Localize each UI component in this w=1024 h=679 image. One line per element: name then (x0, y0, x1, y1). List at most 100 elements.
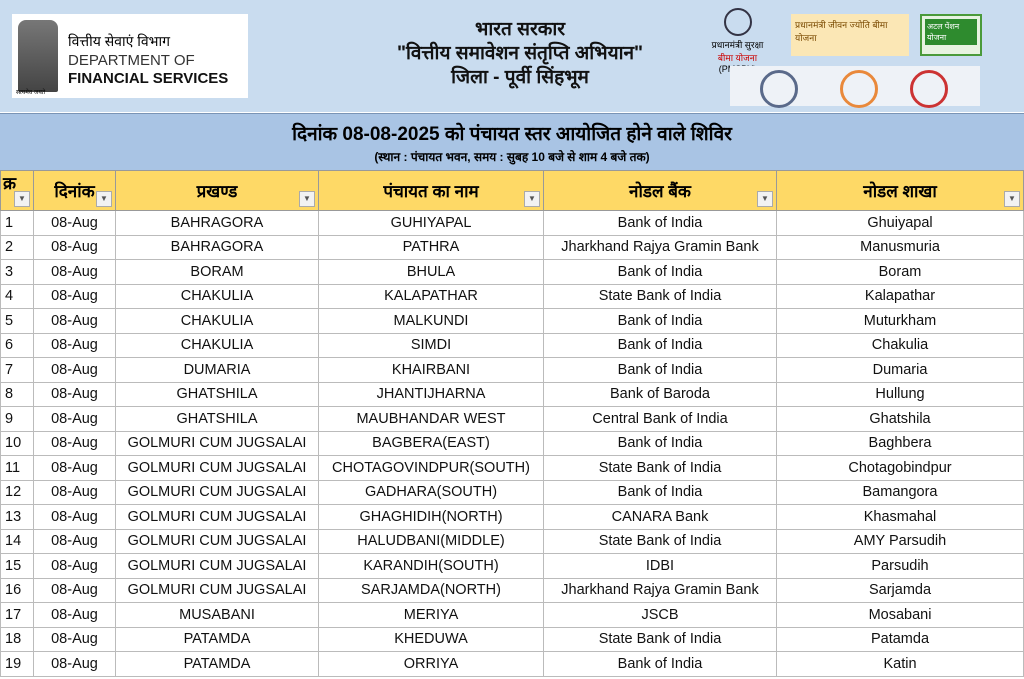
table-cell: Baghbera (776, 430, 1024, 456)
table-cell: Dumaria (776, 357, 1024, 383)
column-header-label: नोडल शाखा (863, 182, 937, 201)
dept-line1: DEPARTMENT OF (68, 52, 195, 69)
table-row: 5 08-Aug CHAKULIA MALKUNDI Bank of India Mutu… (0, 308, 1024, 334)
table-cell: CANARA Bank (543, 504, 777, 530)
filter-dropdown-icon[interactable]: ▼ (757, 191, 773, 207)
table-cell: MAUBHANDAR WEST (318, 406, 544, 432)
table-row: 18 08-Aug PATAMDA KHEDUWA State Bank of Indi… (0, 626, 1024, 652)
column-header-label: नोडल बैंक (629, 182, 691, 201)
table-cell: 08-Aug (33, 504, 116, 530)
table-cell: Chotagobindpur (776, 455, 1024, 481)
table-cell: Kalapathar (776, 283, 1024, 309)
table-cell: GHAGHIDIH(NORTH) (318, 504, 544, 530)
table-cell: BAHRAGORA (115, 210, 319, 236)
table-cell: GOLMURI CUM JUGSALAI (115, 504, 319, 530)
table-cell: 19 (0, 651, 34, 677)
table-cell: 08-Aug (33, 651, 116, 677)
table-cell: 2 (0, 234, 34, 260)
pmjjby-text: प्रधानमंत्री जीवन ज्योति बीमा योजना (795, 20, 888, 43)
table-cell: 08-Aug (33, 406, 116, 432)
table-cell: MUSABANI (115, 602, 319, 628)
filter-dropdown-icon[interactable]: ▼ (14, 191, 30, 207)
table-cell: Mosabani (776, 602, 1024, 628)
table-cell: Sarjamda (776, 577, 1024, 603)
table-cell: 14 (0, 528, 34, 554)
table-cell: Ghatshila (776, 406, 1024, 432)
page-subtitle: (स्थान : पंचायत भवन, समय : सुबह 10 बजे स… (374, 150, 650, 164)
govt-title: भारत सरकार (474, 19, 566, 40)
table-cell: CHOTAGOVINDPUR(SOUTH) (318, 455, 544, 481)
table-cell: 1 (0, 210, 34, 236)
table-cell: GOLMURI CUM JUGSALAI (115, 455, 319, 481)
table-cell: 08-Aug (33, 210, 116, 236)
table-cell: BORAM (115, 259, 319, 285)
table-row: 9 08-Aug GHATSHILA MAUBHANDAR WEST Central B… (0, 406, 1024, 432)
seal-icon (760, 70, 798, 108)
filter-dropdown-icon[interactable]: ▼ (299, 191, 315, 207)
table-cell: 4 (0, 283, 34, 309)
column-header: नोडल बैंक ▼ (543, 170, 777, 211)
table-cell: 9 (0, 406, 34, 432)
page-title: दिनांक 08-08-2025 को पंचायत स्तर आयोजित … (292, 124, 732, 145)
table-cell: CHAKULIA (115, 283, 319, 309)
table-cell: State Bank of India (543, 455, 777, 481)
column-header-label: पंचायत का नाम (383, 182, 479, 201)
table-cell: GOLMURI CUM JUGSALAI (115, 479, 319, 505)
table-cell: 5 (0, 308, 34, 334)
table-cell: 3 (0, 259, 34, 285)
document-icon (840, 70, 878, 108)
table-row: 13 08-Aug GOLMURI CUM JUGSALAI GHAGHIDIH(NO… (0, 504, 1024, 530)
table-cell: KALAPATHAR (318, 283, 544, 309)
table-row: 4 08-Aug CHAKULIA KALAPATHAR State Bank of I… (0, 283, 1024, 309)
table-cell: 10 (0, 430, 34, 456)
dfs-logo: वित्तीय सेवाएं विभाग DEPARTMENT OF FINAN… (12, 14, 248, 98)
table-cell: JHANTIJHARNA (318, 381, 544, 407)
table-cell: Boram (776, 259, 1024, 285)
table-cell: 11 (0, 455, 34, 481)
table-cell: Jharkhand Rajya Gramin Bank (543, 577, 777, 603)
header-banner: वित्तीय सेवाएं विभाग DEPARTMENT OF FINAN… (0, 0, 1024, 112)
table-cell: GADHARA(SOUTH) (318, 479, 544, 505)
table-cell: Bank of India (543, 430, 777, 456)
table-cell: BAGBERA(EAST) (318, 430, 544, 456)
table-cell: SARJAMDA(NORTH) (318, 577, 544, 603)
table-cell: 08-Aug (33, 528, 116, 554)
dept-hindi: वित्तीय सेवाएं विभाग (68, 33, 170, 49)
table-cell: Patamda (776, 626, 1024, 652)
table-cell: Bamangora (776, 479, 1024, 505)
table-cell: Bank of India (543, 357, 777, 383)
table-cell: Bank of India (543, 479, 777, 505)
column-header: पंचायत का नाम ▼ (318, 170, 544, 211)
column-header-label: क्र (3, 174, 17, 193)
table-cell: PATAMDA (115, 626, 319, 652)
filter-dropdown-icon[interactable]: ▼ (524, 191, 540, 207)
table-cell: AMY Parsudih (776, 528, 1024, 554)
table-cell: Muturkham (776, 308, 1024, 334)
table-row: 2 08-Aug BAHRAGORA PATHRA Jharkhand Rajya Gr… (0, 234, 1024, 260)
table-cell: 08-Aug (33, 430, 116, 456)
table-cell: 08-Aug (33, 234, 116, 260)
table-cell: 08-Aug (33, 455, 116, 481)
table-cell: 08-Aug (33, 479, 116, 505)
table-cell: 12 (0, 479, 34, 505)
table-cell: 08-Aug (33, 626, 116, 652)
table-cell: State Bank of India (543, 626, 777, 652)
table-cell: Katin (776, 651, 1024, 677)
table-cell: IDBI (543, 553, 777, 579)
pmsby-line1: प्रधानमंत्री सुरक्षा (711, 40, 764, 50)
table-cell: MERIYA (318, 602, 544, 628)
hacker-icon (910, 70, 948, 108)
table-cell: PATAMDA (115, 651, 319, 677)
column-header-label: दिनांक (54, 182, 95, 201)
table-row: 17 08-Aug MUSABANI MERIYA JSCB Mosabani (0, 602, 1024, 628)
table-cell: Bank of India (543, 308, 777, 334)
cyber-logo (730, 66, 980, 108)
table-cell: 08-Aug (33, 308, 116, 334)
column-header-label: प्रखण्ड (196, 182, 238, 201)
pmsby-logo: प्रधानमंत्री सुरक्षा बीमा योजना (PMSBY) (700, 8, 775, 74)
table-row: 12 08-Aug GOLMURI CUM JUGSALAI GADHARA(SOUT… (0, 479, 1024, 505)
filter-dropdown-icon[interactable]: ▼ (96, 191, 112, 207)
table-cell: Ghuiyapal (776, 210, 1024, 236)
filter-dropdown-icon[interactable]: ▼ (1004, 191, 1020, 207)
table-cell: BAHRAGORA (115, 234, 319, 260)
